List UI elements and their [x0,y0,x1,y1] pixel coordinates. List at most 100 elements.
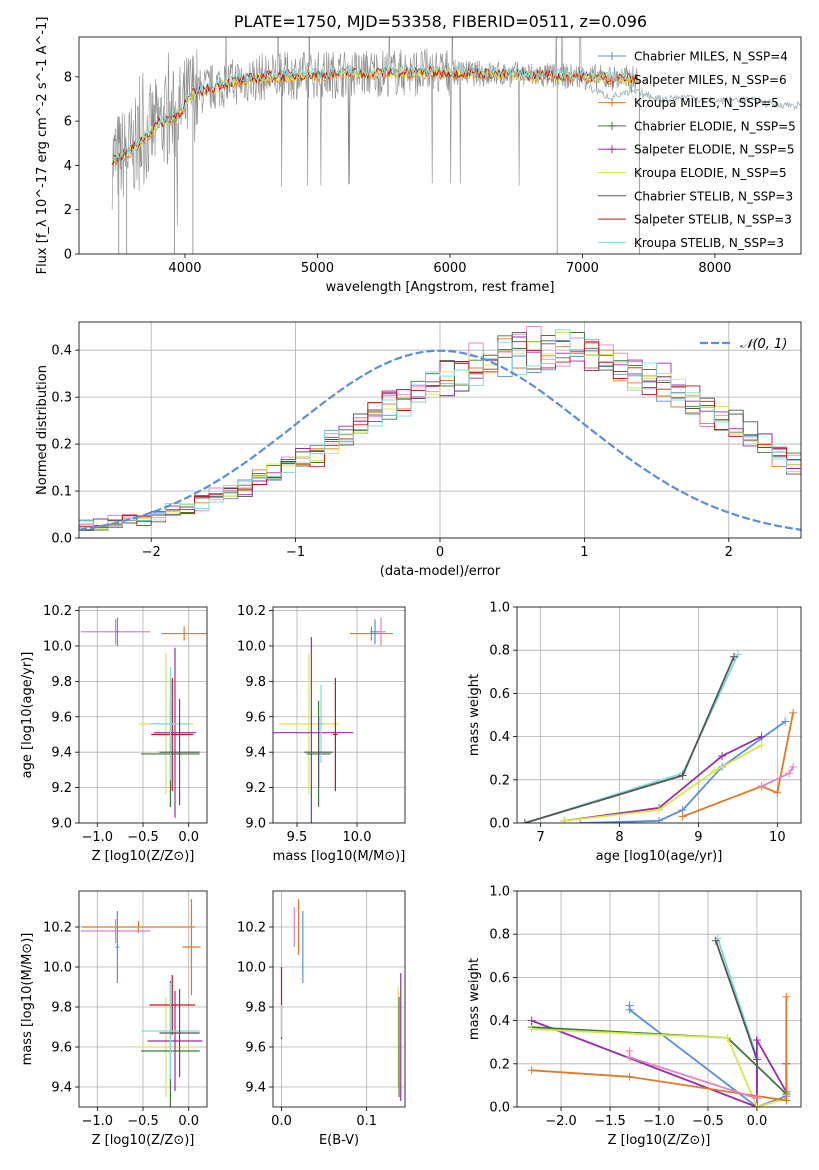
y-tick-label: 0 [64,248,72,263]
axes-mass_vs_Z: −1.0 −0.5 0.0 9.4 9.6 9.8 10.0 10.2 Z [log10(Z/Z… [20,890,208,1148]
x-tick-label: 0.1 [356,1114,377,1129]
x-tick-label: −1.0 [81,1114,113,1129]
x-tick-label: 7 [537,830,545,845]
data-point [273,637,354,823]
y-tick-label: 0.4 [489,730,510,745]
data-point [151,677,194,792]
x-tick-label: 5000 [301,261,334,276]
data-point [115,617,120,646]
y-axis-label: mass [log10(M/M⊙)] [20,933,35,1066]
series-line-kroupa_miles [531,996,788,1102]
data-point [376,617,386,646]
plot-area [79,891,207,1107]
x-tick-label: −1.0 [643,1114,675,1129]
axes-frame [272,606,406,824]
data-point [141,983,200,1079]
y-tick-label: 0.4 [489,1014,510,1029]
data-point [182,899,201,995]
x-tick-label: 0.0 [747,1114,768,1129]
data-point [159,699,200,806]
y-tick-label: 9.2 [51,781,72,796]
y-axis-label: Normed distribution [35,365,50,495]
y-tick-label: 4 [64,159,72,174]
y-tick-label: 10.2 [237,921,266,936]
y-tick-label: 0.2 [489,773,510,788]
y-tick-label: 0.2 [489,1057,510,1072]
x-axis-label: (data-model)/error [380,564,501,579]
data-point [153,647,197,818]
y-tick-label: 9.4 [51,1081,72,1096]
x-axis-label: age [log10(age/yr)] [596,849,723,864]
normal-curve [79,349,801,531]
data-point [149,975,196,1035]
y-tick-label: 1.0 [489,601,510,616]
y-tick-label: 9.8 [51,1001,72,1016]
y-tick-label: 9.8 [245,1001,266,1016]
y-axis-label: mass weight [467,958,482,1040]
x-tick-label: −0.5 [127,830,159,845]
series-line-chabrier_stelib [524,656,735,823]
y-tick-label: 0.8 [489,928,510,943]
y-tick-label: 0.6 [489,971,510,986]
axes-age_vs_mass: 9.5 10.0 9.0 9.2 9.4 9.6 9.8 10.0 10.2 mass [log1… [237,604,406,864]
y-tick-label: 10.2 [43,921,72,936]
legend-label: Kroupa STELIB, N_SSP=3 [634,236,784,250]
x-tick-label: −0.5 [692,1114,724,1129]
series-line-chabrier_stelib [714,940,758,1107]
y-tick-label: 0.3 [51,391,72,406]
data-point [318,684,324,763]
y-axis-label: age [log10(age/yr)] [20,652,35,779]
axes-weight_vs_age: 7 8 9 10 0.0 0.2 0.4 0.6 0.8 1.0 age [log10(age/yr… [467,601,802,864]
legend-label: Salpeter ELODIE, N_SSP=5 [634,143,795,157]
axes-frame [516,606,802,824]
y-tick-label: 0.0 [51,532,72,547]
series-line-kroupa_elodie [564,744,763,822]
plot-area [79,607,207,823]
spectrum-observed [111,37,639,226]
data-point [138,997,194,1097]
x-tick-label: 8000 [698,261,731,276]
x-tick-label: 10 [769,830,786,845]
plot-area [273,607,405,823]
figure-title: PLATE=1750, MJD=53358, FIBERID=0511, z=0… [233,12,648,31]
y-tick-label: 0.0 [489,1101,510,1116]
plot-area [517,891,801,1107]
spectrum-model-kroupa_stelib [111,64,639,162]
y-tick-label: 0.4 [51,344,72,359]
legend-label: Chabrier MILES, N_SSP=4 [634,50,788,64]
plot-area [111,37,801,254]
x-axis-label: wavelength [Angstrom, rest frame] [326,280,555,295]
plot-area [273,891,405,1107]
axes-mass_vs_ebv: 0.0 0.1 9.4 9.6 9.8 10.0 10.2 E(B-V) [237,890,406,1148]
x-tick-label: 2 [725,545,733,560]
legend-label: Kroupa MILES, N_SSP=5 [634,96,779,110]
x-axis-label: mass [log10(M/M⊙)] [273,849,406,864]
y-tick-label: 9.4 [245,746,266,761]
y-tick-label: 6 [64,115,72,130]
x-tick-label: 0.0 [178,1114,199,1129]
legend-label: Chabrier ELODIE, N_SSP=5 [634,119,796,133]
y-tick-label: 9.6 [51,710,72,725]
y-tick-label: 0.8 [489,644,510,659]
series-line-kroupa_elodie [531,1028,787,1107]
y-tick-label: 0.0 [489,817,510,832]
axes-frame [78,36,802,255]
x-tick-label: 8 [615,830,623,845]
data-point [279,653,339,795]
y-tick-label: 10.0 [237,961,266,976]
data-point [147,991,203,1091]
legend-label: Salpeter MILES, N_SSP=6 [634,73,787,87]
y-tick-label: 9.4 [51,746,72,761]
x-tick-label: 0.0 [271,1114,292,1129]
y-tick-label: 10.2 [43,604,72,619]
x-tick-label: 0 [436,545,444,560]
y-tick-label: 10.0 [43,961,72,976]
x-tick-label: −1.0 [81,830,113,845]
y-tick-label: 0.1 [51,485,72,500]
x-tick-label: 1 [580,545,588,560]
x-tick-label: 0.0 [178,830,199,845]
x-axis-label: E(B-V) [319,1133,359,1148]
spectrum-model-salpeter_stelib [111,65,639,166]
